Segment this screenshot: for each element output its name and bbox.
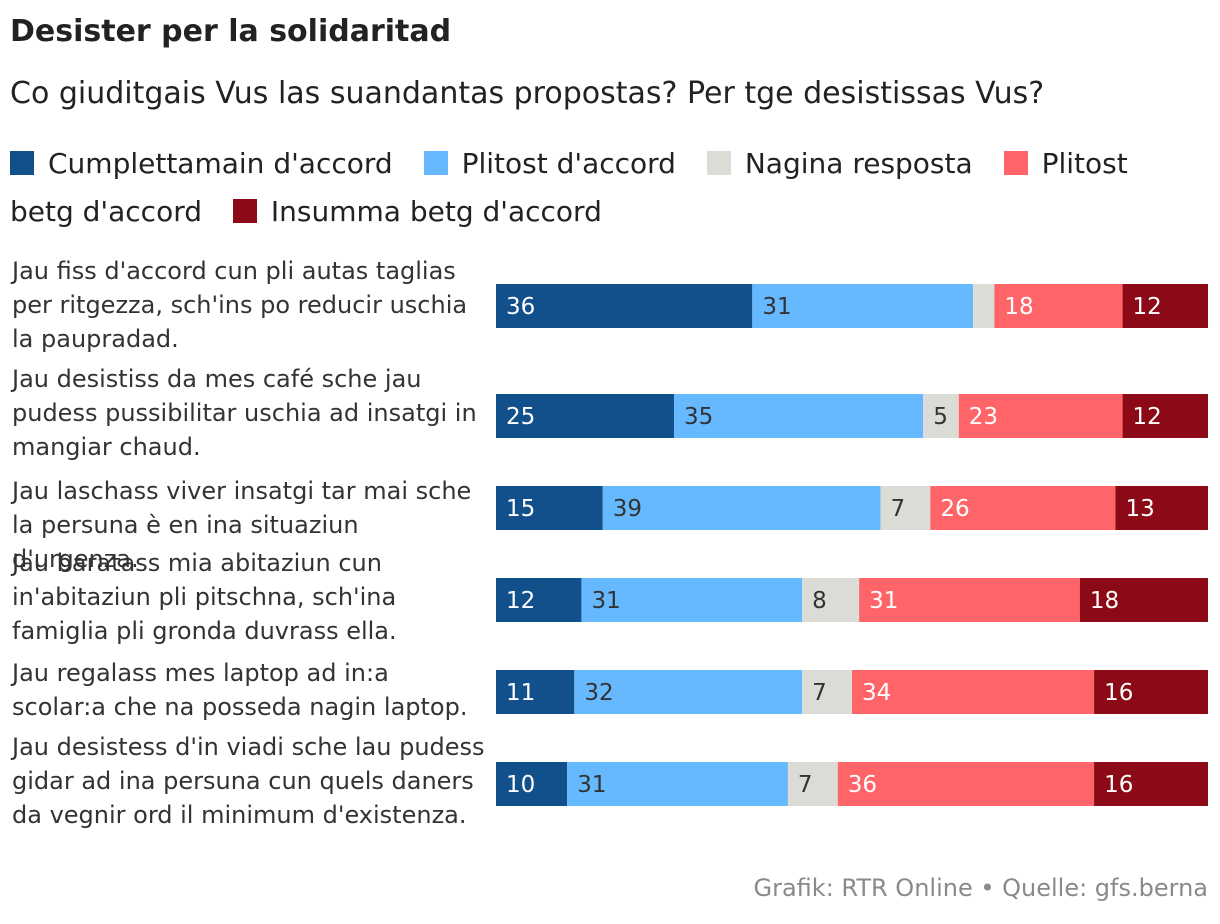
data-label: 16	[1104, 680, 1133, 706]
data-label: 12	[1133, 294, 1162, 320]
legend-swatch	[232, 199, 257, 223]
data-label: 10	[506, 772, 535, 798]
bar-segment	[973, 284, 995, 328]
bar-segment	[958, 394, 1123, 438]
data-label: 7	[798, 772, 813, 798]
data-label: 11	[506, 680, 535, 706]
legend: Cumplettamain d'accord Plitost d'accord …	[10, 140, 1190, 236]
bar-segment	[496, 762, 568, 806]
legend-label: Cumplettamain d'accord	[48, 147, 393, 180]
legend-swatch	[423, 151, 448, 175]
legend-swatch	[1003, 151, 1028, 175]
data-label: 31	[577, 772, 606, 798]
bar-segment	[1115, 486, 1208, 530]
chart-title: Desister per la solidaritad	[10, 14, 452, 49]
bar-segment	[567, 762, 788, 806]
data-label: 18	[1090, 588, 1119, 614]
data-label: 35	[684, 404, 713, 430]
bar-segment	[496, 486, 603, 530]
bar-segment	[802, 578, 860, 622]
category-label: Jau fiss d'accord cun pli autas taglias …	[12, 257, 468, 353]
bar-segment	[1122, 394, 1208, 438]
data-label: 39	[613, 496, 642, 522]
data-label: 15	[506, 496, 535, 522]
category-label: Jau desistiss da mes café sche jau pudes…	[12, 365, 477, 461]
legend-swatch	[706, 151, 731, 175]
data-label: 36	[848, 772, 877, 798]
legend-label: Plitost betg d'accord	[10, 147, 1128, 228]
bar-segment	[574, 670, 803, 714]
category-label: Jau laschass viver insatgi tar mai sche …	[12, 477, 472, 573]
bar-segment	[859, 578, 1080, 622]
legend-item-nagina-resposta: Nagina resposta	[706, 147, 973, 180]
data-label: 34	[862, 680, 891, 706]
bar-segment	[852, 670, 1095, 714]
data-label: 32	[584, 680, 613, 706]
bar-segment	[837, 762, 1095, 806]
bar-segment	[496, 284, 753, 328]
data-label: 12	[506, 588, 535, 614]
bar-segment	[994, 284, 1123, 328]
bar-segment	[930, 486, 1116, 530]
bar-segment	[496, 578, 582, 622]
chart-subtitle: Co giuditgais Vus las suandantas propost…	[10, 76, 1045, 111]
bar-segment	[496, 394, 674, 438]
data-label: 23	[969, 404, 998, 430]
data-label: 7	[890, 496, 905, 522]
bar-segment	[1094, 670, 1208, 714]
data-label: 31	[591, 588, 620, 614]
legend-swatch	[10, 151, 34, 175]
data-label: 7	[812, 680, 827, 706]
legend-item-insumma-betg: Insumma betg d'accord	[232, 195, 602, 228]
data-label: 5	[933, 404, 948, 430]
data-label: 26	[940, 496, 969, 522]
data-label: 8	[812, 588, 827, 614]
legend-item-plitost-betg: Plitost betg d'accord	[10, 147, 1128, 228]
legend-label: Plitost d'accord	[461, 147, 676, 180]
category-label: Jau desistess d'in viadi sche lau pudess…	[12, 733, 485, 829]
bar-segment	[1094, 762, 1208, 806]
bar-segment	[923, 394, 959, 438]
category-label: Jau baratass mia abitaziun cun in'abitaz…	[12, 549, 397, 645]
legend-label: Nagina resposta	[744, 147, 973, 180]
bar-segment	[1079, 578, 1208, 622]
legend-label: Insumma betg d'accord	[270, 195, 602, 228]
data-label: 31	[762, 294, 791, 320]
bar-segment	[1122, 284, 1208, 328]
data-label: 25	[506, 404, 535, 430]
data-label: 18	[1004, 294, 1033, 320]
data-label: 36	[506, 294, 535, 320]
source-note: Grafik: RTR Online • Quelle: gfs.berna	[753, 874, 1209, 902]
legend-item-plitost-daccord: Plitost d'accord	[423, 147, 676, 180]
bar-segment	[602, 486, 881, 530]
category-label: Jau regalass mes laptop ad in:a scolar:a…	[12, 659, 468, 721]
data-label: 31	[869, 588, 898, 614]
bar-segment	[787, 762, 838, 806]
legend-item-cumplettamain: Cumplettamain d'accord	[10, 147, 393, 180]
bar-segment	[802, 670, 852, 714]
bar-segment	[674, 394, 924, 438]
bar-segment	[880, 486, 931, 530]
bar-segment	[496, 670, 575, 714]
data-label: 16	[1104, 772, 1133, 798]
data-label: 12	[1133, 404, 1162, 430]
data-label: 13	[1125, 496, 1154, 522]
bar-segment	[752, 284, 974, 328]
bar-segment	[581, 578, 803, 622]
